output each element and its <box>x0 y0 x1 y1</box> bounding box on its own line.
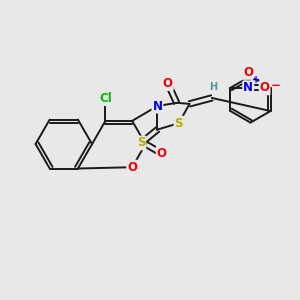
Text: Cl: Cl <box>99 92 112 105</box>
Text: O: O <box>243 66 253 79</box>
Text: −: − <box>271 79 281 92</box>
Text: N: N <box>243 81 253 94</box>
Text: S: S <box>175 117 183 130</box>
Text: N: N <box>152 100 162 112</box>
Text: O: O <box>157 147 167 160</box>
Text: S: S <box>137 136 145 149</box>
Text: O: O <box>127 161 137 174</box>
Text: H: H <box>209 82 218 92</box>
Text: O: O <box>260 81 270 94</box>
Text: +: + <box>253 74 261 85</box>
Text: O: O <box>163 77 173 90</box>
